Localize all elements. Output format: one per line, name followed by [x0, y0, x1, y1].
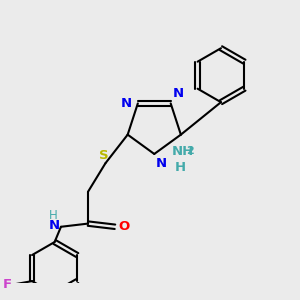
Text: N: N	[172, 87, 183, 100]
Text: H: H	[175, 161, 186, 174]
Text: O: O	[119, 220, 130, 232]
Text: 2: 2	[186, 146, 194, 156]
Text: NH: NH	[172, 145, 194, 158]
Text: F: F	[3, 278, 12, 291]
Text: N: N	[48, 219, 59, 232]
Text: S: S	[99, 149, 109, 162]
Text: N: N	[156, 157, 167, 169]
Text: H: H	[48, 209, 57, 222]
Text: N: N	[121, 97, 132, 110]
